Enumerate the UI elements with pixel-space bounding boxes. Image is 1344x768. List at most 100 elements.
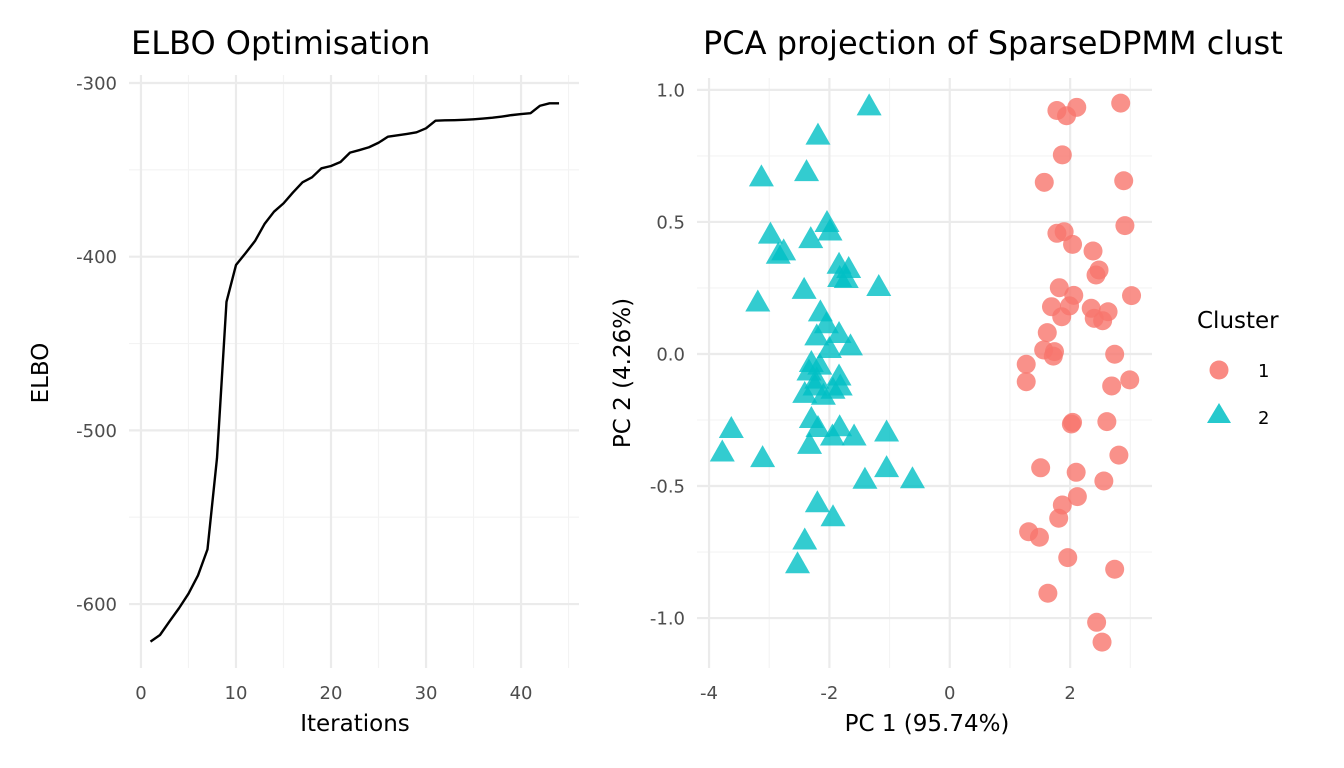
pca-points-layer: [709, 93, 1142, 652]
elbo-y-tick-label: -500: [76, 421, 117, 442]
elbo-gridlines: [129, 75, 579, 668]
cluster-1-point: [1097, 412, 1117, 432]
cluster-legend: Cluster 1 2: [1197, 308, 1279, 429]
cluster-2-point: [709, 439, 735, 462]
cluster-2-point: [804, 490, 830, 513]
cluster-1-point: [1102, 376, 1122, 396]
pca-x-tick-label: 0: [944, 683, 955, 704]
cluster-2-point: [813, 311, 839, 334]
cluster-2-point: [817, 218, 843, 241]
cluster-1-point: [1049, 508, 1069, 528]
cluster-2-point: [810, 382, 836, 405]
cluster-1-point: [1105, 559, 1125, 579]
cluster-2-point: [874, 455, 900, 478]
cluster-2-point: [805, 122, 831, 145]
cluster-2-point: [765, 241, 791, 264]
cluster-2-point: [819, 423, 845, 446]
legend-key-cluster-2-triangle: [1207, 403, 1231, 423]
cluster-2-point: [797, 431, 823, 454]
cluster-2-point: [852, 466, 878, 489]
elbo-series-line: [149, 102, 560, 643]
cluster-2-point: [792, 527, 818, 550]
elbo-line-layer: [149, 102, 560, 643]
pca-x-axis-label: PC 1 (95.74%): [845, 711, 1010, 737]
cluster-1-point: [1109, 445, 1129, 465]
cluster-1-point: [1111, 93, 1131, 113]
cluster-1-point: [1016, 354, 1036, 374]
elbo-panel: 0 10 20 30 40 -300 -400 -500 -600 ELBO Optimisa…: [28, 24, 579, 737]
cluster-2-point: [805, 414, 831, 437]
cluster-2-point: [757, 221, 783, 244]
cluster-1-point: [1049, 278, 1069, 298]
cluster-2-point: [792, 380, 818, 403]
pca-y-tick-label: 1.0: [656, 80, 685, 101]
cluster-2-point: [785, 551, 811, 574]
cluster-1-point: [1058, 548, 1078, 568]
cluster-1-point: [1120, 370, 1140, 390]
pca-chart-title: PCA projection of SparseDPMM clust: [703, 24, 1283, 62]
cluster-1-point: [1122, 286, 1142, 306]
cluster-1-point: [1016, 372, 1036, 392]
pca-y-tick-label: -1.0: [650, 609, 685, 630]
cluster-2-point: [718, 416, 744, 439]
cluster-1-point: [1034, 172, 1054, 192]
elbo-y-tick-label: -600: [76, 595, 117, 616]
legend-key-cluster-1-circle: [1209, 360, 1229, 380]
cluster-2-point: [745, 289, 771, 312]
elbo-x-tick-labels: 0 10 20 30 40: [135, 683, 532, 704]
cluster-2-point: [826, 320, 852, 343]
cluster-2-point: [833, 266, 859, 289]
pca-y-tick-label: -0.5: [650, 477, 685, 498]
elbo-y-tick-label: -300: [76, 73, 117, 94]
cluster-2-point: [798, 226, 824, 249]
cluster-1-point: [1052, 307, 1072, 327]
cluster-1-point: [1115, 216, 1135, 236]
cluster-2-point: [791, 276, 817, 299]
cluster-2-point: [899, 466, 925, 489]
cluster-1-point: [1052, 145, 1072, 165]
cluster-1-point: [1043, 346, 1063, 366]
cluster-2-point: [820, 504, 846, 527]
cluster-2-point: [837, 333, 863, 356]
elbo-x-tick-label: 20: [320, 683, 343, 704]
pca-gridlines: [697, 78, 1152, 668]
elbo-chart-title: ELBO Optimisation: [131, 24, 430, 62]
cluster-1-point: [1092, 632, 1112, 652]
cluster-1-point: [1094, 471, 1114, 491]
cluster-1-point: [1031, 458, 1051, 478]
cluster-1-point: [1083, 241, 1103, 261]
pca-y-tick-label: 0.5: [656, 212, 685, 233]
elbo-x-tick-label: 10: [225, 683, 248, 704]
legend-label-cluster-1: 1: [1258, 361, 1269, 382]
cluster-1-point: [1086, 265, 1106, 285]
pca-y-tick-label: 0.0: [656, 344, 685, 365]
cluster-1-point: [1067, 487, 1087, 507]
elbo-y-axis-label: ELBO: [28, 343, 54, 404]
cluster-1-point: [1061, 414, 1081, 434]
cluster-2-point: [794, 159, 820, 182]
pca-x-tick-label: -2: [820, 683, 838, 704]
elbo-x-tick-label: 0: [135, 683, 146, 704]
pca-x-tick-labels: -4 -2 0 2: [700, 683, 1076, 704]
cluster-1-point: [1114, 171, 1134, 191]
cluster-1-point: [1105, 344, 1125, 364]
cluster-1-point: [1037, 323, 1057, 343]
cluster-1-point: [1066, 462, 1086, 482]
cluster-1-point: [1057, 106, 1077, 126]
pca-panel: -4 -2 0 2 1.0 0.5 0.0 -0.5 -1.0 PCA projection …: [610, 24, 1283, 737]
elbo-x-tick-label: 30: [415, 683, 438, 704]
elbo-x-tick-label: 40: [510, 683, 533, 704]
elbo-y-tick-labels: -300 -400 -500 -600: [76, 73, 117, 615]
cluster-2-point: [856, 93, 882, 116]
cluster-2-point: [816, 336, 842, 359]
cluster-2-point: [841, 423, 867, 446]
legend-title: Cluster: [1197, 308, 1279, 334]
cluster-1-point: [1087, 612, 1107, 632]
cluster-2-point: [748, 164, 774, 187]
cluster-1-point: [1093, 311, 1113, 331]
cluster-1-point: [1029, 527, 1049, 547]
cluster-2-point: [804, 323, 830, 346]
cluster-2-point: [866, 273, 892, 296]
cluster-2-point: [750, 445, 776, 468]
cluster-1-point: [1038, 583, 1058, 603]
